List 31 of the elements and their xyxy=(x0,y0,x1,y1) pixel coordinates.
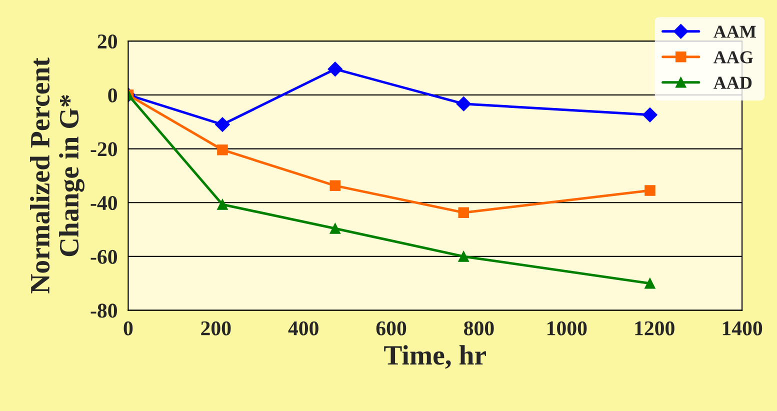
x-tick-label: 600 xyxy=(376,321,406,336)
y-tick-label: -20 xyxy=(90,142,117,156)
legend-label: AAG xyxy=(714,51,753,64)
point xyxy=(456,96,472,112)
y-tick-label: 0 xyxy=(108,88,117,102)
x-axis-title: Time, hr xyxy=(384,345,486,369)
point xyxy=(217,199,228,210)
x-tick-label: 400 xyxy=(288,321,318,336)
y-axis-title: Normalized Percent Change in G* xyxy=(30,58,84,294)
y-tick-label: -80 xyxy=(90,304,117,318)
point xyxy=(458,207,469,218)
x-tick-label: 1000 xyxy=(547,321,587,336)
point xyxy=(328,62,343,76)
y-tick-label: -60 xyxy=(90,250,117,264)
x-tick-label: 800 xyxy=(464,321,494,336)
point xyxy=(330,180,341,192)
x-tick-label: 1400 xyxy=(722,321,762,336)
point xyxy=(217,144,228,156)
point xyxy=(644,278,656,289)
point xyxy=(215,117,230,132)
point xyxy=(642,107,658,122)
x-tick-label: 1200 xyxy=(635,321,674,336)
x-tick-label: 0 xyxy=(124,321,133,336)
legend-label: AAM xyxy=(714,26,756,38)
point xyxy=(330,223,341,234)
y-tick-label: 20 xyxy=(98,34,117,49)
y-tick-label: -40 xyxy=(90,196,117,210)
x-tick-label: 200 xyxy=(201,321,231,336)
point xyxy=(458,251,469,262)
point xyxy=(644,185,656,196)
legend-label: AAD xyxy=(714,76,752,89)
